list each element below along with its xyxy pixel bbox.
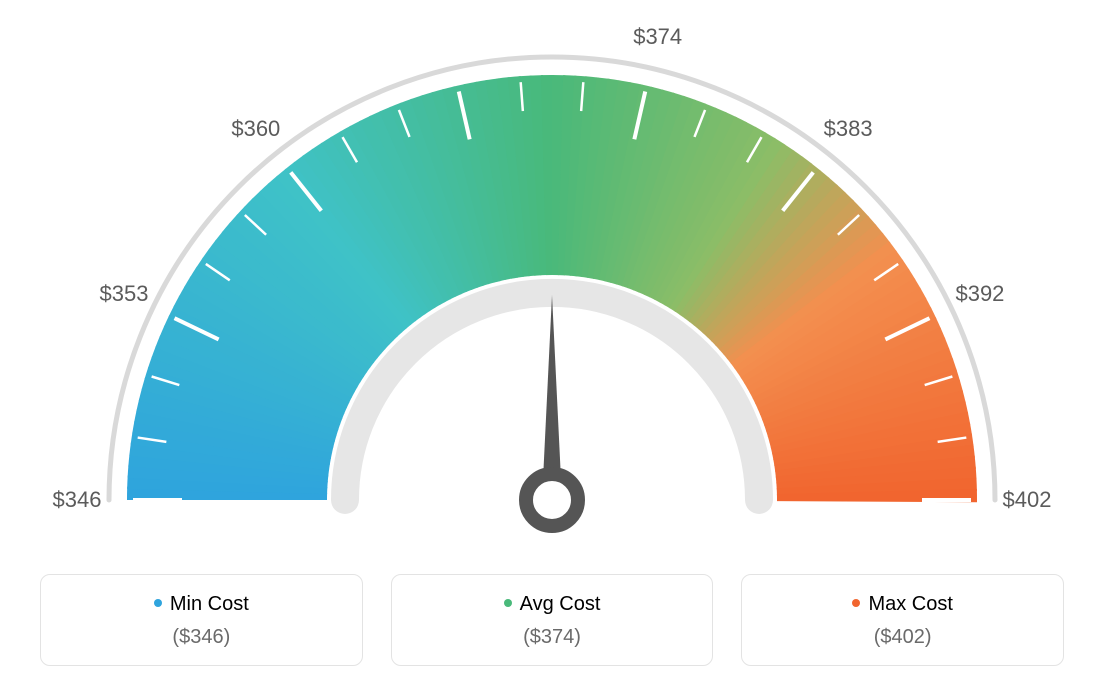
avg-cost-value: ($374) xyxy=(392,626,713,649)
min-cost-label: Min Cost xyxy=(170,593,249,615)
gauge-area: $346 $353 $360 $374 $383 $392 $402 xyxy=(0,0,1104,560)
gauge-tick-label: $383 xyxy=(824,116,873,142)
min-cost-value: ($346) xyxy=(41,626,362,649)
min-cost-card: Min Cost ($346) xyxy=(40,574,363,666)
avg-dot-icon xyxy=(504,599,512,607)
summary-cards: Min Cost ($346) Avg Cost ($374) Max Cost… xyxy=(40,574,1064,666)
gauge-tick-label: $353 xyxy=(100,281,149,307)
gauge-tick-label: $392 xyxy=(955,281,1004,307)
gauge-tick-label: $402 xyxy=(1003,487,1052,513)
min-cost-title: Min Cost xyxy=(41,593,362,616)
gauge-tick-label: $346 xyxy=(53,487,102,513)
gauge-svg xyxy=(0,0,1104,560)
avg-cost-card: Avg Cost ($374) xyxy=(391,574,714,666)
avg-cost-label: Avg Cost xyxy=(520,593,601,615)
max-cost-title: Max Cost xyxy=(742,593,1063,616)
max-cost-value: ($402) xyxy=(742,626,1063,649)
gauge-tick-label: $360 xyxy=(231,116,280,142)
max-cost-card: Max Cost ($402) xyxy=(741,574,1064,666)
gauge-chart-container: $346 $353 $360 $374 $383 $392 $402 Min Cost ($… xyxy=(0,0,1104,690)
gauge-tick-label: $374 xyxy=(633,24,682,50)
avg-cost-title: Avg Cost xyxy=(392,593,713,616)
max-cost-label: Max Cost xyxy=(868,593,952,615)
max-dot-icon xyxy=(852,599,860,607)
min-dot-icon xyxy=(154,599,162,607)
